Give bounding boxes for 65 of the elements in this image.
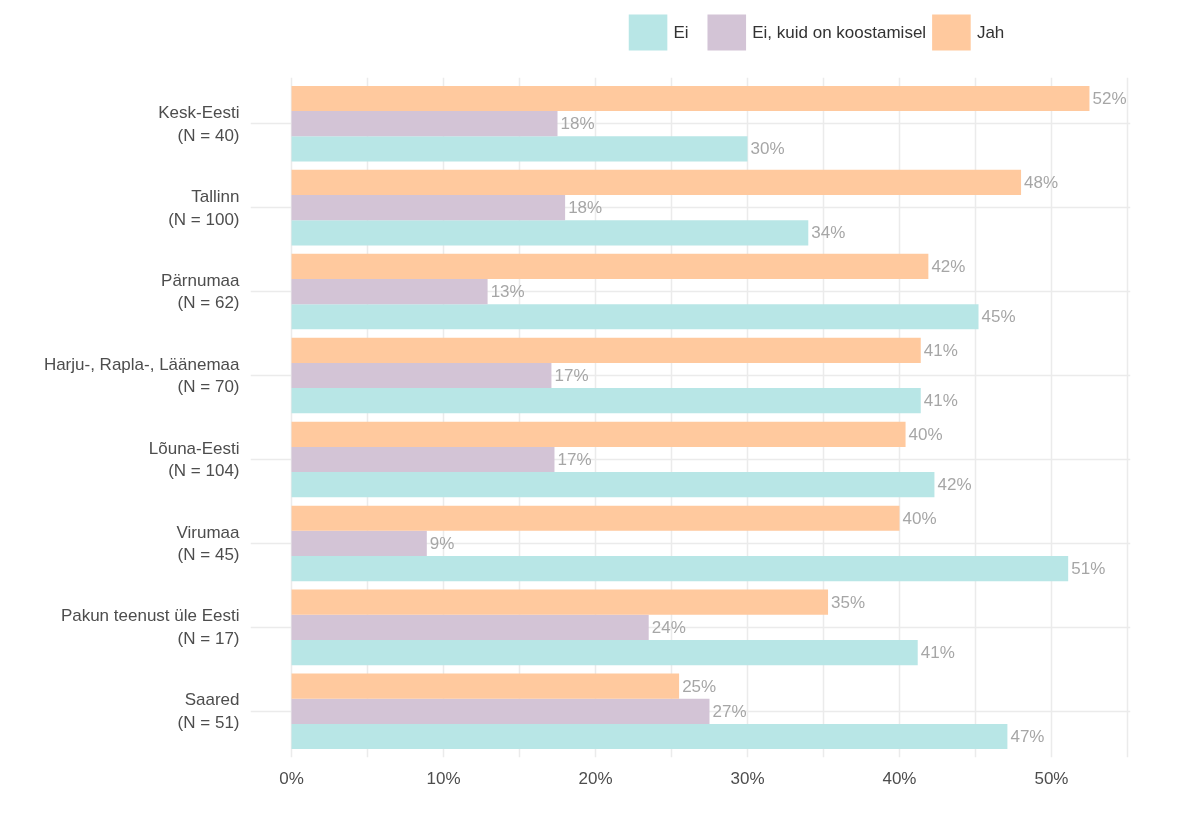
data-label: 41% <box>923 340 958 360</box>
data-label: 13% <box>490 282 525 302</box>
y-tick-label: Virumaa (N = 45) <box>176 522 241 565</box>
data-label: 17% <box>557 449 592 469</box>
x-tick-label: 20% <box>578 768 613 788</box>
bar <box>291 85 1090 112</box>
legend-label: Ei, kuid on koostamisel <box>752 23 927 42</box>
data-label: 27% <box>712 701 747 721</box>
bar <box>291 220 809 246</box>
bar <box>291 337 921 363</box>
x-tick-label: 40% <box>882 768 917 788</box>
bar <box>291 446 555 473</box>
data-label: 25% <box>682 676 717 696</box>
x-tick-label: 30% <box>730 768 765 788</box>
bar <box>291 278 488 305</box>
data-label: 24% <box>651 617 686 637</box>
bar <box>291 421 906 447</box>
bar <box>291 505 900 531</box>
bar <box>291 589 829 615</box>
legend-label: Jah <box>976 23 1005 42</box>
x-tick-label: 50% <box>1034 768 1069 788</box>
data-label: 51% <box>1071 559 1106 579</box>
data-label: 18% <box>560 114 595 134</box>
data-label: 48% <box>1024 172 1059 192</box>
legend-label: Ei <box>673 23 689 42</box>
bar <box>291 673 680 699</box>
bar <box>291 723 1008 750</box>
data-label: 35% <box>831 592 866 612</box>
data-label: 42% <box>931 256 966 276</box>
bar <box>291 639 918 666</box>
bar <box>291 111 558 137</box>
data-label: 41% <box>920 643 955 663</box>
y-tick-label: Kesk-Eesti (N = 40) <box>158 102 240 145</box>
y-tick-label: Lõuna-Eesti (N = 104) <box>148 438 240 481</box>
bar <box>291 304 979 330</box>
data-label: 40% <box>908 424 943 444</box>
bar <box>291 253 929 279</box>
bar <box>291 614 649 640</box>
data-label: 40% <box>902 508 937 528</box>
y-tick-label: Tallinn (N = 100) <box>168 186 240 229</box>
y-tick-label: Pärnumaa (N = 62) <box>161 270 241 313</box>
data-label: 52% <box>1092 88 1127 108</box>
y-tick-label: Harju-, Rapla-, Läänemaa (N = 70) <box>43 354 241 397</box>
x-tick-label: 0% <box>279 768 304 788</box>
data-label: 30% <box>750 139 785 159</box>
bar <box>291 530 427 557</box>
bar <box>291 472 935 498</box>
bar <box>291 362 552 389</box>
data-label: 9% <box>429 533 455 553</box>
data-label: 18% <box>568 198 603 218</box>
data-label: 17% <box>554 366 589 386</box>
bar <box>291 195 566 221</box>
y-tick-label: Saared (N = 51) <box>177 690 240 733</box>
y-tick-label: Pakun teenust üle Eesti (N = 17) <box>60 606 240 649</box>
data-label: 47% <box>1010 727 1045 747</box>
bar <box>291 388 921 414</box>
data-label: 45% <box>981 307 1016 327</box>
bar <box>291 169 1022 196</box>
bar <box>291 556 1069 582</box>
data-label: 42% <box>937 475 972 495</box>
data-label: 41% <box>923 391 958 411</box>
bar <box>291 698 710 724</box>
data-label: 34% <box>811 223 846 243</box>
x-tick-label: 10% <box>426 768 461 788</box>
bar <box>291 136 748 162</box>
